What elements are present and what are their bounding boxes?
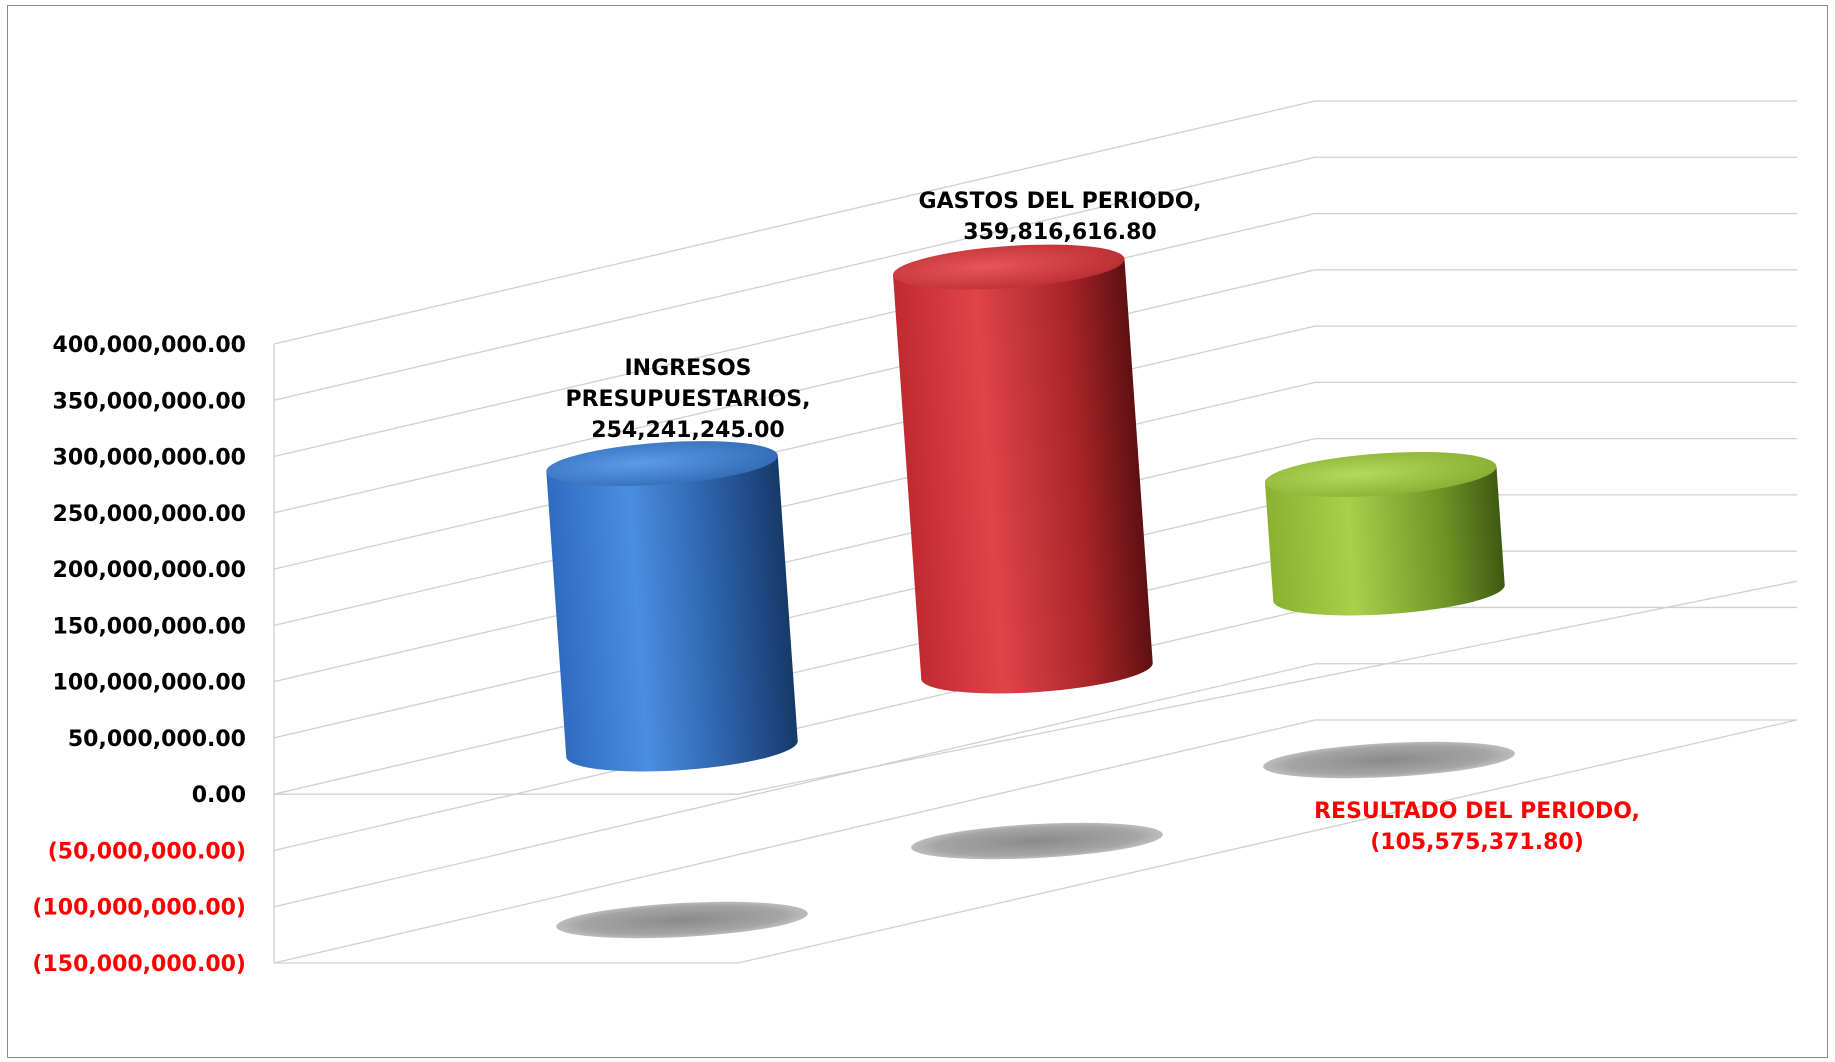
data-label-2: RESULTADO DEL PERIODO, (105,575,371.80)	[1314, 799, 1640, 855]
bar-1	[893, 244, 1153, 694]
bar-0	[546, 441, 798, 772]
data-label-line-0-2: 254,241,245.00	[591, 418, 784, 443]
floor-right	[737, 719, 1798, 964]
y-tick-label-6: 100,000,000.00	[53, 671, 246, 696]
gridline-left-2	[273, 212, 1316, 458]
y-tick-label-10: (100,000,000.00)	[32, 896, 246, 921]
bar-shadow-0	[556, 901, 808, 939]
y-tick-label-4: 200,000,000.00	[53, 558, 246, 583]
gridline-left-10	[273, 663, 1316, 908]
bar-top-1	[893, 244, 1125, 290]
bar-body-2	[1264, 466, 1505, 616]
data-label-line-1-0: GASTOS DEL PERIODO,	[919, 189, 1202, 214]
y-tick-label-5: 150,000,000.00	[53, 614, 246, 639]
y-tick-label-3: 250,000,000.00	[53, 502, 246, 527]
data-labels: INGRESOS PRESUPUESTARIOS, 254,241,245.00 GA…	[565, 189, 1639, 855]
bar-shadow-2	[1263, 741, 1515, 779]
gridline-left-3	[273, 269, 1316, 514]
bar-top-0	[546, 441, 778, 487]
bar-body-0	[546, 455, 798, 772]
bar-2	[1264, 452, 1505, 616]
bar-top-2	[1264, 452, 1497, 497]
y-tick-label-7: 50,000,000.00	[68, 727, 246, 752]
data-label-line-2-0: RESULTADO DEL PERIODO,	[1314, 799, 1640, 824]
gridline-left-0	[273, 100, 1316, 345]
gridline-left-4	[273, 325, 1316, 570]
gridline-left-11	[273, 719, 1316, 964]
zero-plane-right	[737, 580, 1798, 795]
bar-body-1	[893, 258, 1153, 694]
data-label-1: GASTOS DEL PERIODO, 359,816,616.80	[919, 189, 1202, 245]
bar-shadow-1	[911, 822, 1163, 860]
shadow-layer	[556, 741, 1515, 939]
bar-layer	[546, 244, 1505, 772]
y-tick-label-1: 350,000,000.00	[53, 389, 246, 414]
gridline-left-1	[273, 156, 1316, 401]
y-tick-label-11: (150,000,000.00)	[32, 952, 246, 977]
data-label-line-2-1: (105,575,371.80)	[1370, 830, 1584, 855]
gridline-left-6	[273, 438, 1316, 683]
y-tick-label-2: 300,000,000.00	[53, 446, 246, 471]
data-label-line-1-1: 359,816,616.80	[963, 220, 1156, 245]
y-tick-label-0: 400,000,000.00	[53, 333, 246, 358]
data-label-0: INGRESOS PRESUPUESTARIOS, 254,241,245.00	[565, 356, 810, 443]
y-tick-label-8: 0.00	[192, 783, 246, 808]
y-tick-label-9: (50,000,000.00)	[48, 839, 246, 864]
y-axis-tick-labels: 400,000,000.00 350,000,000.00 300,000,000.…	[32, 333, 246, 977]
gridline-left-5	[273, 381, 1316, 626]
data-label-line-0-0: INGRESOS	[624, 356, 751, 381]
gridline-left-8	[273, 550, 1316, 795]
data-label-line-0-1: PRESUPUESTARIOS,	[565, 387, 810, 412]
